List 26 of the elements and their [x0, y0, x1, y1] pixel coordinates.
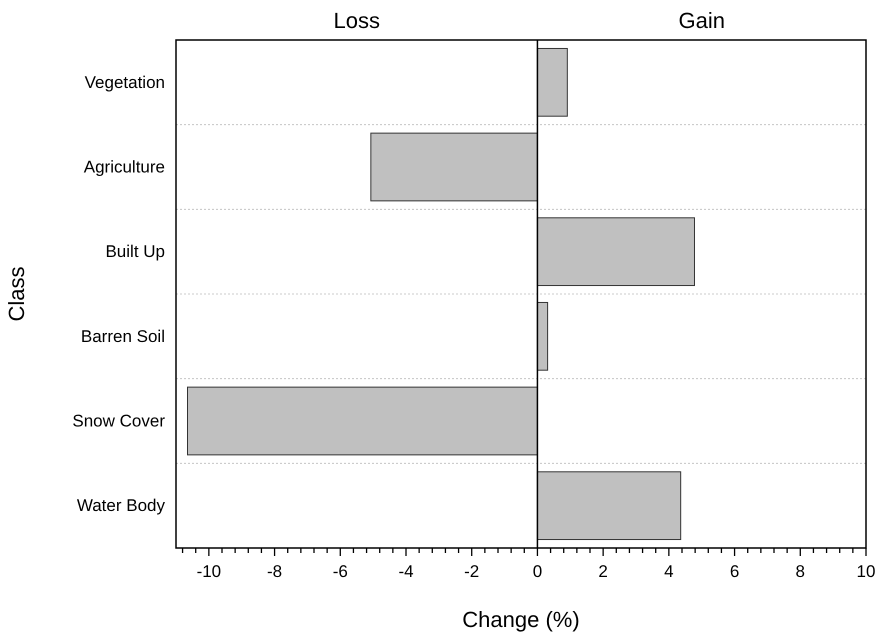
x-tick-label: 4 — [664, 562, 674, 581]
bar — [187, 386, 538, 456]
x-axis-title: Change (%) — [462, 607, 580, 632]
text: Gain — [678, 8, 725, 33]
text: Loss — [333, 8, 380, 33]
x-tick-label: 2 — [598, 562, 608, 581]
y-tick-label: Agriculture — [84, 158, 165, 176]
x-tick-label: -8 — [267, 562, 282, 581]
x-tick-label: -6 — [332, 562, 348, 581]
y-tick-label: Vegetation — [84, 72, 165, 92]
x-tick-label: -10 — [196, 562, 222, 581]
y-tick-label: Snow Cover — [72, 412, 166, 430]
bar — [536, 48, 568, 117]
bar — [536, 217, 695, 286]
x-tick-label: -4 — [398, 562, 414, 581]
x-tick-label: 10 — [856, 562, 876, 581]
y-tick-label: Barren Soil — [80, 326, 165, 346]
y-tick-label: Built Up — [105, 242, 165, 262]
x-tick-label: -2 — [464, 562, 480, 581]
x-tick-label: 8 — [796, 562, 806, 581]
x-tick-label: 0 — [532, 562, 542, 581]
x-tick-label: 6 — [730, 562, 740, 581]
y-axis-title: Class — [4, 266, 29, 322]
bar — [536, 471, 682, 540]
y-tick-label: Water Body — [76, 496, 166, 516]
bar — [370, 132, 538, 202]
